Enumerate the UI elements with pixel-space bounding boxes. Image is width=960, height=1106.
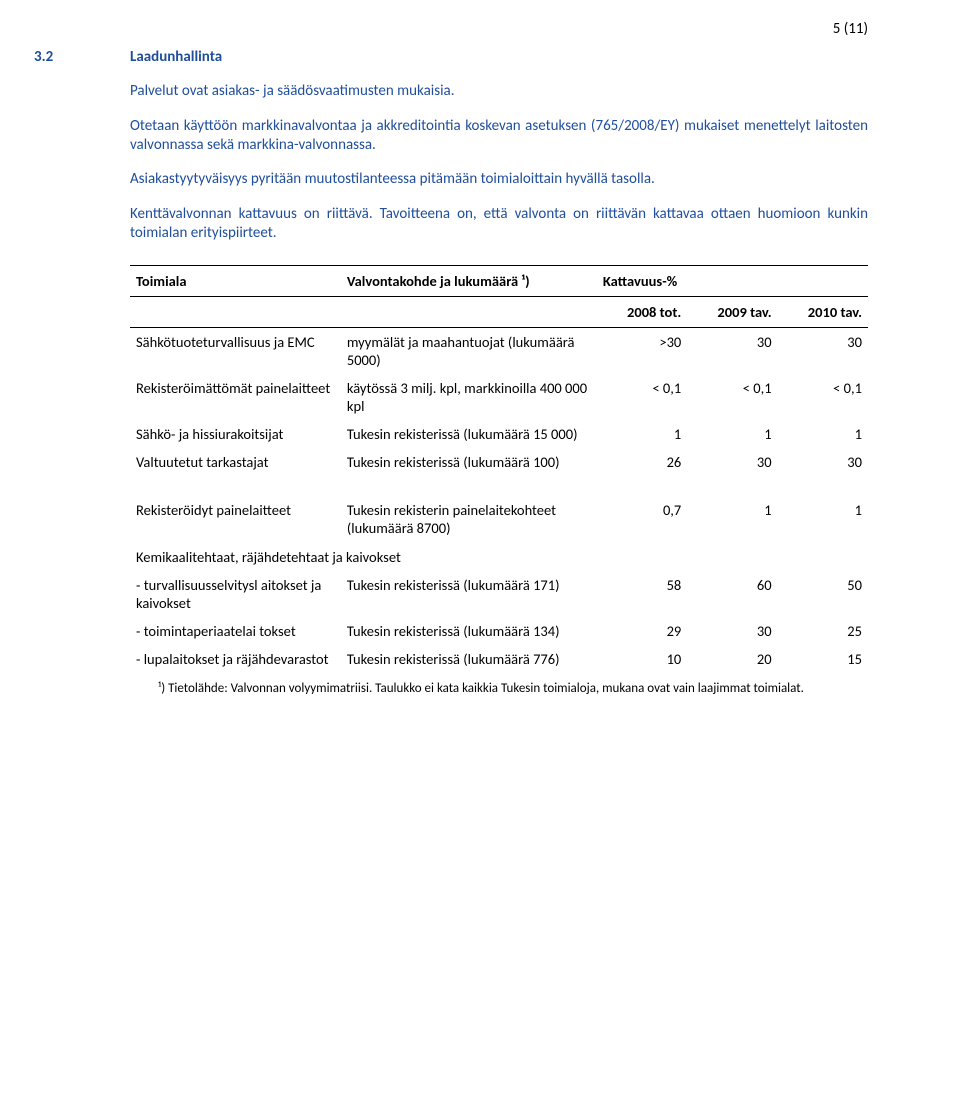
page-number: 5 (11) [833, 20, 868, 38]
col-2008: 2008 tot. [597, 296, 687, 327]
table-row: Valtuutetut tarkastajat Tukesin rekister… [130, 448, 868, 476]
paragraph: Palvelut ovat asiakas- ja säädösvaatimus… [130, 82, 868, 101]
page: 5 (11) 3.2 Laadunhallinta Palvelut ovat … [0, 0, 960, 1106]
section-title: Laadunhallinta [130, 48, 868, 66]
table-header-row: Toimiala Valvontakohde ja lukumäärä ¹) K… [130, 265, 868, 296]
col-2009: 2009 tav. [687, 296, 777, 327]
table-subheader-row: 2008 tot. 2009 tav. 2010 tav. [130, 296, 868, 327]
table-row: - lupalaitokset ja räjähdevarastot Tukes… [130, 645, 868, 673]
section-number: 3.2 [34, 48, 53, 66]
table-row: Rekisteröidyt painelaitteet Tukesin reki… [130, 496, 868, 542]
paragraph: Asiakastyytyväisyys pyritään muutostilan… [130, 170, 868, 189]
table-row: - turvallisuusselvitysl aitokset ja kaiv… [130, 571, 868, 617]
col-kattavuus: Kattavuus-% [597, 265, 868, 296]
col-kohde: Valvontakohde ja lukumäärä ¹) [341, 265, 597, 296]
coverage-table: Toimiala Valvontakohde ja lukumäärä ¹) K… [130, 265, 868, 674]
footnote: ¹) Tietolähde: Valvonnan volyymimatriisi… [130, 681, 868, 698]
table-row: - toimintaperiaatelai tokset Tukesin rek… [130, 617, 868, 645]
paragraph: Otetaan käyttöön markkinavalvontaa ja ak… [130, 117, 868, 155]
table-row: Rekisteröimättömät painelaitteet käytöss… [130, 374, 868, 420]
table-row: Sähkötuoteturvallisuus ja EMC myymälät j… [130, 327, 868, 374]
paragraph: Kenttävalvonnan kattavuus on riittävä. T… [130, 205, 868, 243]
table-row: Sähkö- ja hissiurakoitsijat Tukesin reki… [130, 420, 868, 448]
col-toimiala: Toimiala [130, 265, 341, 296]
table-group-row: Kemikaalitehtaat, räjähdetehtaat ja kaiv… [130, 543, 868, 571]
col-2010: 2010 tav. [778, 296, 868, 327]
